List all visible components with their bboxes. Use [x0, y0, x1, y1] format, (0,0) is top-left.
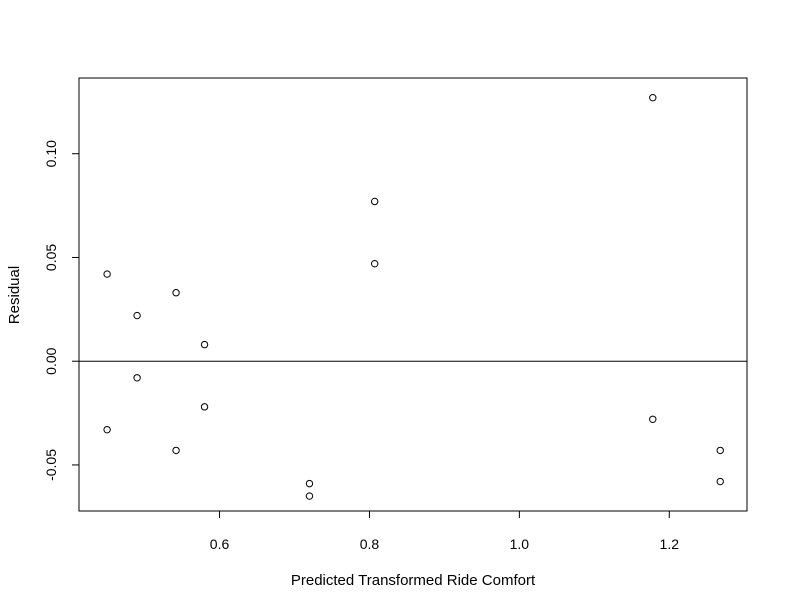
- x-axis: 0.6 0.8 1.0 1.2: [210, 511, 679, 552]
- x-axis-label: Predicted Transformed Ride Comfort: [291, 572, 536, 589]
- y-axis: -0.05 0.00 0.05 0.10: [43, 140, 79, 481]
- data-point: [649, 94, 657, 102]
- data-points: [103, 94, 724, 500]
- y-tick-label: 0.05: [43, 244, 59, 271]
- data-point: [103, 425, 111, 434]
- data-point: [305, 492, 314, 500]
- data-point: [200, 403, 209, 411]
- data-point: [133, 311, 141, 320]
- data-point: [200, 340, 209, 349]
- x-tick-label: 0.8: [360, 536, 380, 552]
- data-point: [716, 446, 724, 455]
- x-tick-label: 1.2: [660, 536, 680, 552]
- data-point: [103, 270, 111, 278]
- x-tick-label: 1.0: [510, 536, 530, 552]
- y-tick-label: 0.00: [43, 347, 59, 374]
- data-point: [133, 374, 141, 382]
- x-tick-label: 0.6: [210, 536, 230, 552]
- data-point: [649, 415, 657, 423]
- plot-area: [78, 77, 748, 512]
- y-tick-label: -0.05: [43, 449, 59, 481]
- y-axis-label: Residual: [6, 266, 23, 324]
- y-tick-label: 0.10: [43, 140, 59, 167]
- data-point: [305, 479, 314, 488]
- data-point: [172, 289, 180, 297]
- plot-frame: [78, 77, 748, 512]
- data-point: [716, 477, 724, 486]
- data-point: [172, 446, 180, 455]
- data-point: [370, 197, 379, 206]
- data-point: [370, 259, 379, 268]
